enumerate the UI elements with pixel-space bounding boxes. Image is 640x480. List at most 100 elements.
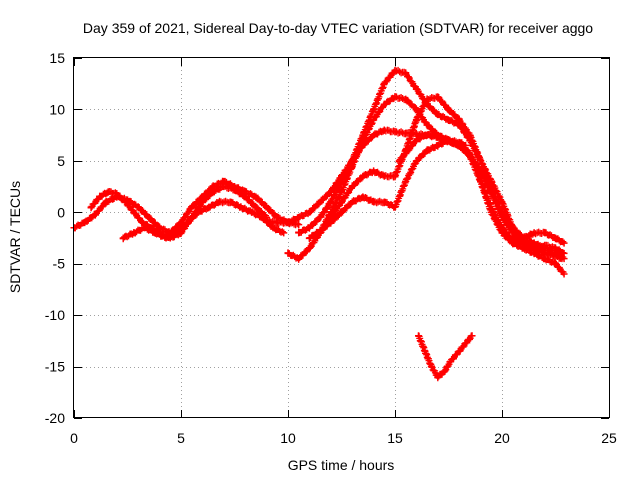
data-point [380, 80, 388, 88]
data-point [427, 363, 435, 371]
x-tick-label: 15 [387, 430, 403, 446]
data-point [231, 186, 238, 194]
data-layer [70, 66, 568, 382]
data-point [295, 221, 303, 229]
data-point [430, 131, 438, 139]
y-tick-label: -5 [53, 256, 66, 272]
data-point [391, 66, 399, 74]
data-point [252, 203, 260, 211]
data-point [216, 198, 224, 206]
data-point [498, 224, 506, 232]
plot-frame [73, 57, 610, 418]
data-point [524, 241, 532, 249]
data-point [464, 147, 472, 155]
data-point [188, 203, 196, 211]
data-point [316, 198, 324, 206]
data-point [509, 229, 517, 237]
y-tick-label: 15 [49, 50, 65, 66]
data-point [380, 198, 388, 206]
y-tick-label: -10 [45, 307, 65, 323]
data-point [515, 239, 523, 247]
data-point [380, 100, 388, 108]
data-point [327, 188, 335, 196]
data-point [173, 229, 181, 237]
x-tick-label: 25 [601, 430, 617, 446]
data-point [102, 198, 110, 206]
data-point [481, 188, 489, 196]
data-point [151, 229, 159, 237]
data-point [87, 203, 95, 211]
data-point [391, 93, 399, 101]
grid [74, 58, 609, 418]
x-tick-labels: 0 5 10 15 20 25 [70, 430, 617, 446]
data-point [434, 111, 442, 119]
data-point [455, 347, 463, 355]
series-track-10 [415, 332, 476, 382]
data-point [438, 134, 446, 142]
data-point [434, 93, 442, 101]
data-point [380, 172, 388, 180]
data-point [541, 241, 549, 249]
data-point [541, 249, 549, 257]
data-point [445, 105, 452, 113]
chart-title: Day 359 of 2021, Sidereal Day-to-day VTE… [83, 20, 593, 36]
data-point [205, 203, 213, 211]
data-point [134, 203, 142, 211]
data-point [560, 249, 568, 257]
data-point [370, 167, 378, 175]
data-point [464, 337, 472, 345]
data-point [96, 193, 104, 201]
data-point [209, 188, 217, 196]
data-point [402, 177, 410, 185]
data-point [295, 229, 303, 237]
x-tick-label: 10 [280, 430, 296, 446]
data-point [280, 229, 288, 237]
data-point [402, 69, 410, 77]
data-point [412, 105, 420, 113]
data-point [263, 217, 271, 225]
data-point [380, 126, 388, 134]
data-point [466, 131, 474, 139]
data-point [507, 234, 515, 242]
data-point [359, 131, 367, 139]
data-point [248, 208, 256, 216]
x-tick-label: 20 [494, 430, 510, 446]
y-tick-label: -15 [45, 359, 65, 375]
data-point [391, 203, 399, 211]
data-point [338, 177, 345, 185]
data-point [434, 141, 442, 149]
data-point [141, 224, 149, 232]
data-point [477, 157, 485, 165]
series-track-9 [395, 130, 566, 263]
data-point [338, 198, 345, 206]
ticks [74, 58, 610, 419]
data-point [269, 224, 277, 232]
data-point [348, 157, 356, 165]
data-point [104, 188, 112, 196]
data-point [295, 213, 303, 221]
data-point [421, 131, 429, 139]
data-point [241, 193, 249, 201]
x-axis-label: GPS time / hours [288, 457, 395, 473]
data-point [404, 147, 412, 155]
data-point [81, 219, 89, 227]
data-point [560, 239, 568, 247]
data-point [445, 116, 452, 124]
data-point [359, 172, 367, 180]
data-point [489, 208, 497, 216]
data-point [423, 147, 431, 155]
data-point [530, 229, 538, 237]
data-point [252, 193, 260, 201]
data-point [391, 172, 399, 180]
data-point [237, 203, 245, 211]
data-point [421, 347, 429, 355]
data-point [327, 219, 335, 227]
data-point [541, 229, 549, 237]
data-point [198, 198, 206, 206]
data-point [273, 219, 281, 227]
data-point [370, 105, 378, 113]
data-point [412, 157, 420, 165]
data-point [284, 219, 292, 227]
data-point [121, 198, 129, 206]
